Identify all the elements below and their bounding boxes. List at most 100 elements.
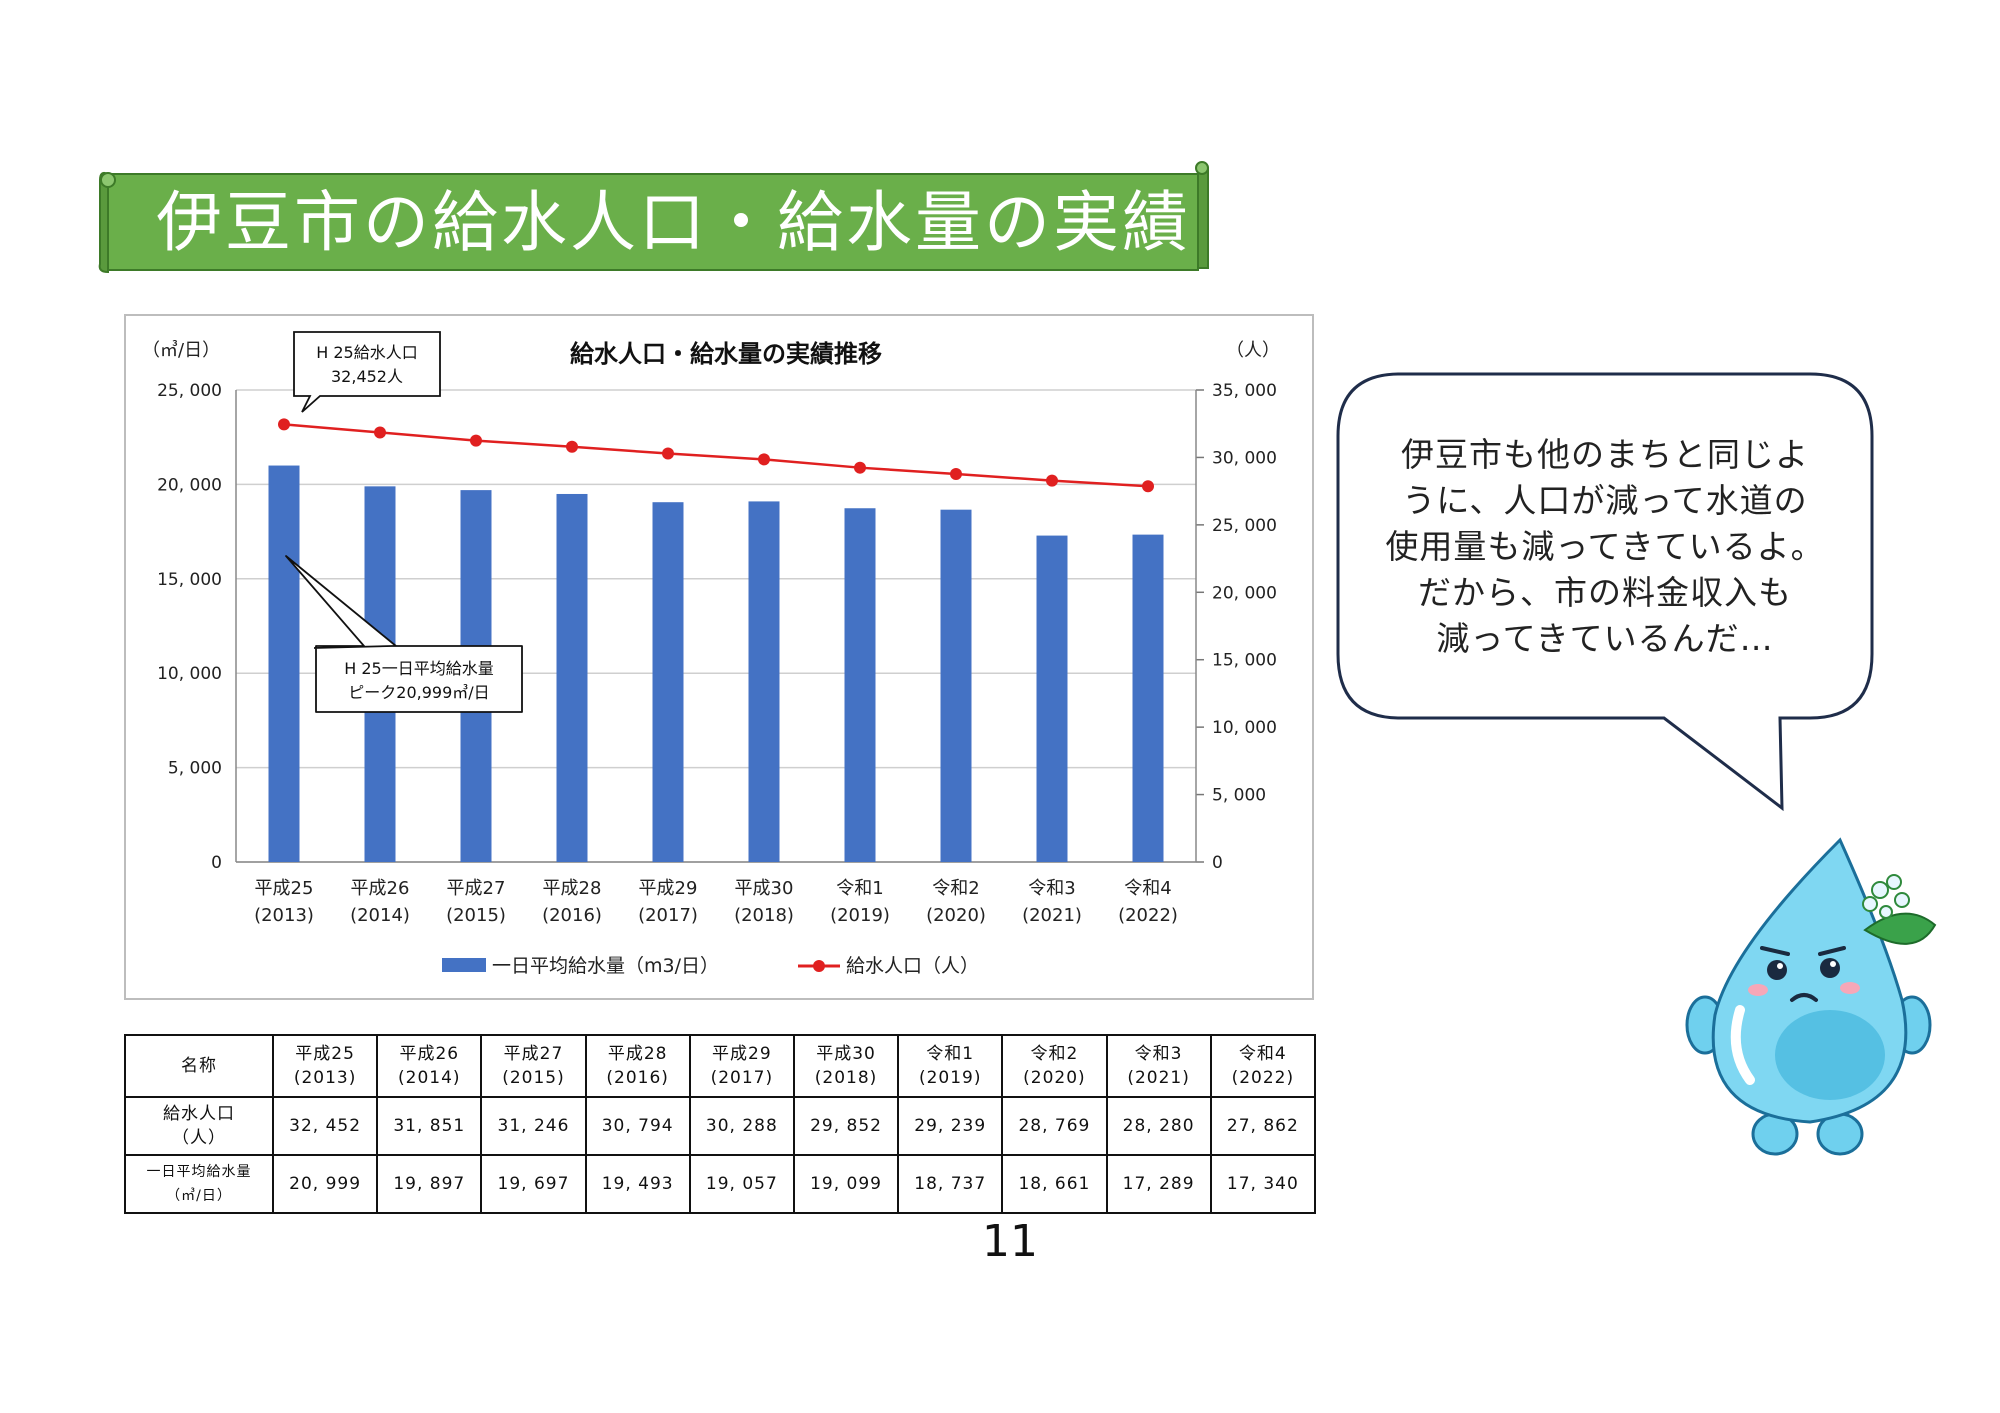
point-population: [566, 440, 578, 453]
table-cell: 19, 697: [480, 1154, 587, 1214]
point-population: [1046, 474, 1058, 487]
table-header-label: 名称: [124, 1034, 274, 1098]
legend-swatch-marker: [813, 960, 825, 972]
annotation-text: 32,452人: [331, 367, 403, 386]
right-axis-tick-label: 30, 000: [1212, 448, 1277, 468]
table-cell: 27, 862: [1209, 1096, 1317, 1156]
row-label-line: 給水人口: [163, 1104, 235, 1124]
point-population: [854, 461, 866, 474]
header-era: 令和1: [926, 1044, 975, 1064]
annotation-text: H 25給水人口: [316, 343, 417, 362]
header-year: (2015): [502, 1068, 565, 1088]
table-row-water-volume: 一日平均給水量 （㎥/日） 20, 999 19, 897 19, 697 19,…: [124, 1154, 1317, 1214]
annotation-text: ピーク20,999㎥/日: [348, 683, 489, 702]
line-population: [283, 423, 1149, 488]
left-axis-tick-label: 0: [211, 853, 222, 873]
table-header-cell: 平成28 (2016): [584, 1034, 691, 1098]
x-tick-label: 平成26: [351, 878, 410, 899]
water-drop-mascot: [1685, 837, 1937, 1156]
header-year: (2018): [814, 1068, 878, 1088]
left-axis-tick-label: 15, 000: [157, 570, 222, 590]
x-tick-year-label: (2017): [638, 905, 698, 926]
right-axis-tick-label: 0: [1212, 853, 1223, 873]
table-cell: 17, 340: [1209, 1154, 1317, 1214]
x-tick-year-label: (2015): [446, 905, 506, 926]
table-row-population: 給水人口 （人） 32, 452 31, 851 31, 246 30, 794 …: [124, 1096, 1317, 1156]
point-population: [278, 418, 290, 431]
table-cell: 20, 999: [271, 1154, 379, 1214]
bar-daily-water-volume: [940, 509, 972, 862]
table-cell: 29, 239: [897, 1096, 1004, 1156]
data-table: 名称 平成25 (2013) 平成26 (2014) 平成27 (2015) 平成28…: [124, 1034, 1317, 1214]
speech-bubble: [1336, 372, 1874, 812]
header-year: (2022): [1231, 1068, 1295, 1088]
x-tick-label: 令和2: [932, 878, 979, 899]
x-tick-label: 平成27: [447, 878, 506, 899]
header-era: 平成25: [295, 1044, 355, 1064]
right-axis-tick-label: 25, 000: [1212, 516, 1277, 536]
speech-bubble-text: 伊豆市も他のまちと同じよ うに、人口が減って水道の 使用量も減ってきているよ。 …: [1355, 432, 1855, 662]
table-header-cell: 平成25 (2013): [271, 1034, 379, 1098]
right-axis-tick-label: 35, 000: [1212, 381, 1277, 401]
table-cell: 18, 737: [897, 1154, 1004, 1214]
bar-daily-water-volume: [748, 501, 780, 862]
header-era: 平成29: [712, 1044, 772, 1064]
table-cell: 31, 851: [376, 1096, 483, 1156]
x-tick-year-label: (2022): [1118, 905, 1178, 926]
annotation-text: H 25一日平均給水量: [344, 659, 493, 678]
point-population: [758, 453, 770, 466]
row-label-unit: （人）: [172, 1128, 226, 1148]
left-axis-tick-label: 20, 000: [157, 475, 222, 495]
header-year: (2016): [606, 1068, 669, 1088]
table-cell: 30, 288: [688, 1096, 795, 1156]
x-tick-year-label: (2013): [254, 905, 314, 926]
speech-line: だから、市の料金収入も: [1418, 573, 1792, 612]
header-era: 令和4: [1238, 1044, 1287, 1064]
x-tick-year-label: (2018): [734, 905, 794, 926]
bar-daily-water-volume: [1132, 534, 1164, 862]
chart-title: 給水人口・給水量の実績推移: [570, 340, 882, 368]
row-label-unit: （㎥/日）: [166, 1188, 232, 1204]
table-header-cell: 平成27 (2015): [480, 1034, 587, 1098]
point-population: [1142, 480, 1154, 493]
legend-label: 給水人口（人）: [846, 955, 979, 977]
speech-line: 減ってきているんだ…: [1436, 619, 1774, 658]
legend-swatch-bar: [442, 958, 486, 972]
header-year: (2014): [398, 1068, 461, 1088]
x-tick-label: 平成25: [255, 878, 314, 899]
annotation-callout-peak-volume: [285, 555, 523, 713]
right-axis-tick-label: 5, 000: [1212, 786, 1266, 806]
banner-scroll-shape: [98, 161, 1209, 274]
annotation-callout-population: [293, 331, 441, 413]
header-year: (2021): [1127, 1068, 1190, 1088]
table-cell: 28, 769: [1001, 1096, 1108, 1156]
bar-daily-water-volume: [268, 465, 300, 862]
speech-line: 伊豆市も他のまちと同じよ: [1401, 435, 1809, 474]
table-cell: 19, 493: [584, 1154, 691, 1214]
row-label-line: 一日平均給水量: [146, 1164, 252, 1180]
header-era: 平成28: [607, 1044, 668, 1064]
right-axis-tick-label: 20, 000: [1212, 583, 1277, 603]
bar-daily-water-volume: [1036, 535, 1068, 862]
table-header-cell: 令和1 (2019): [897, 1034, 1004, 1098]
left-axis-tick-label: 25, 000: [157, 381, 222, 401]
table-header-cell: 平成29 (2017): [688, 1034, 795, 1098]
table-cell: 19, 099: [792, 1154, 900, 1214]
x-tick-label: 令和3: [1028, 878, 1075, 899]
right-axis-tick-label: 10, 000: [1212, 718, 1277, 738]
point-population: [662, 447, 674, 460]
left-axis-unit: （㎥/日）: [142, 340, 220, 361]
x-tick-year-label: (2019): [830, 905, 890, 926]
point-population: [374, 426, 386, 439]
combo-chart: 給水人口・給水量の実績推移 （㎥/日） （人） 0 5, 000 10, 000 15…: [142, 331, 1280, 977]
x-tick-year-label: (2014): [350, 905, 410, 926]
table-cell: 18, 661: [1001, 1154, 1108, 1214]
page-number: 11: [982, 1216, 1038, 1267]
table-cell: 31, 246: [480, 1096, 587, 1156]
x-tick-label: 平成30: [735, 878, 794, 899]
right-axis-tick-label: 15, 000: [1212, 651, 1277, 671]
bar-daily-water-volume: [652, 502, 684, 862]
table-header-row: 名称 平成25 (2013) 平成26 (2014) 平成27 (2015) 平成28…: [124, 1034, 1317, 1098]
legend-label: 一日平均給水量（m3/日）: [492, 955, 719, 977]
point-population: [950, 468, 962, 481]
